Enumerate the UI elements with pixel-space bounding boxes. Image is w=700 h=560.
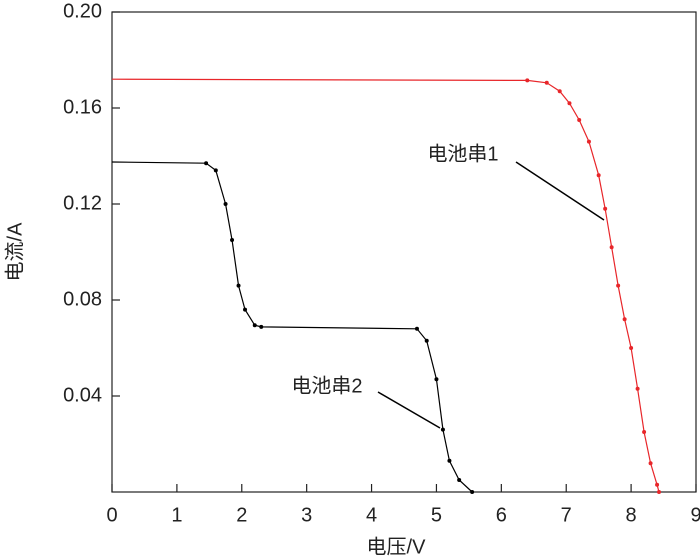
x-tick-label: 5 [431,504,442,526]
data-point [470,490,475,494]
y-tick-label: 0.16 [63,96,102,118]
data-point [243,307,248,312]
series-line [111,161,473,493]
data-point [213,168,218,173]
x-tick-label: 8 [626,504,637,526]
x-tick-label: 6 [496,504,507,526]
plot-frame [111,11,697,493]
data-point [657,490,662,494]
y-tick-label: 0.20 [63,0,102,22]
series-annotation: 电池串2 [291,374,362,397]
data-point [252,323,257,328]
data-point [204,161,209,166]
data-point [635,386,640,391]
data-point [622,317,627,322]
data-point [259,324,264,329]
data-point [440,427,445,432]
data-point [629,346,634,350]
data-point [525,78,530,83]
data-point [586,139,591,144]
series-annotation: 电池串1 [427,142,498,165]
data-point [603,206,608,211]
x-tick-label: 9 [690,504,700,526]
data-point [434,377,439,382]
y-tick-label: 0.04 [63,384,102,406]
y-tick-label: 0.12 [63,192,102,214]
x-tick-label: 7 [561,504,572,526]
data-point [609,245,614,250]
data-point [642,430,647,434]
data-point [457,478,462,482]
x-tick-label: 1 [171,504,182,526]
data-point [557,89,562,94]
data-point [567,101,572,106]
data-point [223,202,228,206]
annotation-leader [377,391,441,429]
data-point [424,338,429,343]
x-axis-label: 电压/V [367,535,427,558]
x-tick-label: 4 [366,504,377,526]
data-point [414,326,419,331]
data-point [596,173,601,178]
annotation-leader [515,161,605,221]
data-point [544,80,549,85]
x-tick-label: 2 [236,504,247,526]
data-point [577,118,582,122]
data-point [648,461,653,466]
data-point [655,482,660,487]
data-point [447,458,452,463]
data-point [616,283,621,288]
series-line [111,78,660,493]
y-axis-label: 电流/A [3,222,26,282]
data-point [230,238,235,242]
x-tick-label: 0 [106,504,117,526]
data-point [236,283,241,288]
y-tick-label: 0.08 [63,288,102,310]
x-tick-label: 3 [301,504,312,526]
